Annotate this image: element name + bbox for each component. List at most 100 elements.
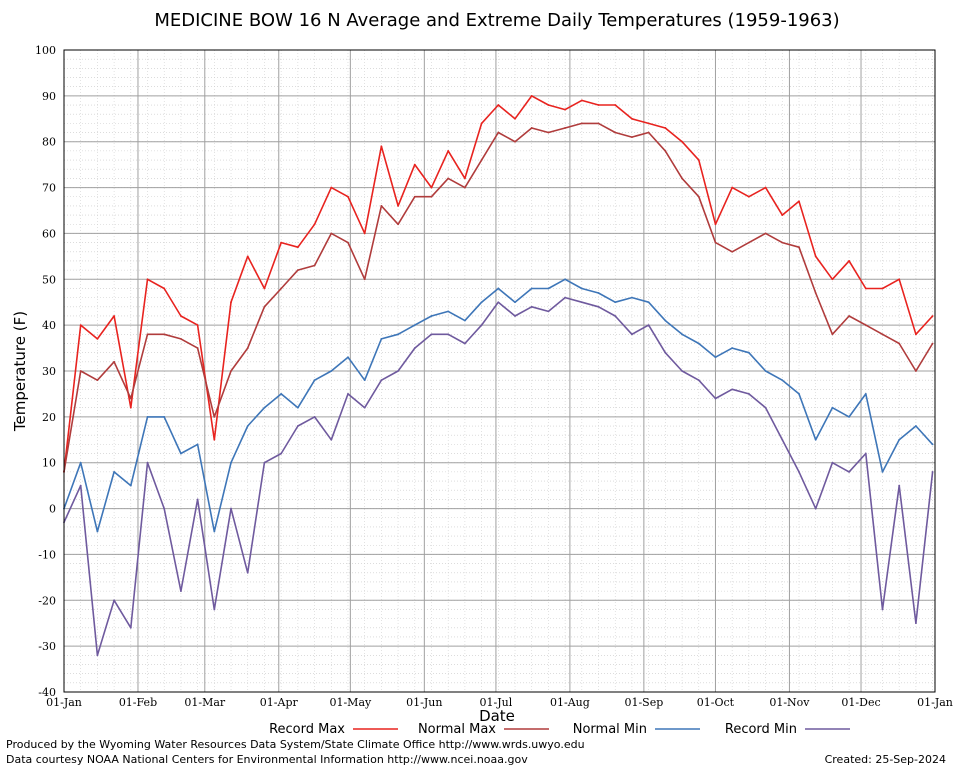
data-point bbox=[647, 324, 650, 327]
data-point bbox=[697, 159, 700, 161]
data-point bbox=[480, 324, 483, 327]
data-point bbox=[146, 461, 149, 464]
data-point bbox=[213, 438, 216, 441]
y-tick-label: 50 bbox=[42, 273, 56, 286]
data-point bbox=[530, 287, 533, 290]
data-point bbox=[497, 301, 500, 304]
data-point bbox=[931, 443, 934, 446]
data-point bbox=[180, 315, 182, 317]
data-point bbox=[413, 324, 416, 327]
data-point bbox=[146, 333, 149, 336]
x-tick-label: 01-Mar bbox=[184, 696, 226, 709]
x-tick-label: 01-Feb bbox=[119, 696, 157, 709]
x-tick-label: 01-May bbox=[329, 696, 372, 709]
data-point bbox=[280, 393, 283, 395]
data-point bbox=[731, 347, 734, 349]
data-point bbox=[747, 195, 750, 198]
data-point bbox=[747, 241, 750, 244]
data-point bbox=[664, 127, 667, 129]
data-point bbox=[447, 149, 450, 152]
data-point bbox=[898, 342, 901, 345]
data-point bbox=[631, 333, 633, 336]
data-point bbox=[397, 333, 399, 336]
data-point bbox=[296, 406, 299, 409]
data-point bbox=[380, 379, 383, 382]
data-point bbox=[463, 186, 466, 189]
data-point bbox=[681, 333, 683, 336]
legend-label: Normal Min bbox=[573, 722, 647, 737]
data-point bbox=[363, 232, 366, 235]
data-point bbox=[480, 301, 483, 304]
y-tick-label: 60 bbox=[42, 227, 56, 240]
y-tick-label: -20 bbox=[38, 594, 56, 607]
data-point bbox=[781, 438, 784, 441]
data-point bbox=[798, 470, 800, 473]
data-point bbox=[931, 315, 934, 317]
data-point bbox=[597, 292, 600, 294]
data-point bbox=[246, 571, 249, 574]
data-point bbox=[664, 351, 667, 354]
data-point bbox=[497, 131, 500, 134]
data-point bbox=[597, 305, 600, 308]
data-point bbox=[614, 301, 617, 304]
y-tick-label: 10 bbox=[42, 457, 56, 470]
data-point bbox=[280, 287, 283, 290]
data-point bbox=[230, 461, 232, 464]
data-point bbox=[113, 470, 116, 473]
data-point bbox=[915, 370, 917, 372]
data-point bbox=[313, 264, 316, 267]
data-point bbox=[881, 608, 884, 611]
data-point bbox=[831, 406, 834, 409]
data-point bbox=[180, 590, 182, 593]
data-point bbox=[814, 255, 817, 258]
data-point bbox=[848, 260, 850, 262]
data-point bbox=[347, 195, 349, 198]
data-point bbox=[597, 122, 600, 125]
data-point bbox=[380, 338, 383, 340]
data-point bbox=[330, 186, 333, 189]
data-point bbox=[196, 443, 199, 446]
data-point bbox=[764, 406, 767, 409]
y-tick-label: 90 bbox=[42, 90, 56, 103]
data-point bbox=[113, 599, 116, 602]
data-point bbox=[547, 104, 550, 106]
data-point bbox=[113, 360, 116, 363]
data-point bbox=[347, 393, 349, 395]
data-point bbox=[347, 241, 349, 244]
y-tick-label: 30 bbox=[42, 365, 56, 378]
data-point bbox=[864, 287, 867, 290]
x-tick-label: 01-Nov bbox=[769, 696, 810, 709]
data-point bbox=[430, 186, 433, 189]
data-point bbox=[397, 205, 399, 207]
data-point bbox=[497, 287, 500, 290]
y-tick-label: 40 bbox=[42, 319, 56, 332]
data-point bbox=[731, 186, 734, 189]
x-tick-label: 01-Jun bbox=[406, 696, 442, 709]
data-point bbox=[146, 415, 149, 418]
data-point bbox=[113, 315, 116, 317]
data-point bbox=[196, 347, 199, 349]
data-point bbox=[447, 333, 450, 336]
data-point bbox=[547, 310, 550, 313]
x-axis-label: Date bbox=[479, 707, 515, 725]
data-point bbox=[330, 438, 333, 441]
data-point bbox=[497, 104, 500, 106]
data-point bbox=[864, 324, 867, 327]
data-point bbox=[530, 305, 533, 308]
data-point bbox=[731, 388, 734, 391]
data-point bbox=[580, 287, 583, 290]
data-point bbox=[213, 415, 216, 418]
data-point bbox=[163, 287, 166, 290]
data-point bbox=[631, 296, 633, 299]
data-point bbox=[96, 338, 99, 340]
data-point bbox=[831, 278, 834, 281]
data-point bbox=[614, 131, 617, 134]
data-point bbox=[580, 99, 583, 102]
data-point bbox=[280, 452, 283, 455]
data-point bbox=[514, 117, 516, 120]
data-point bbox=[180, 338, 182, 340]
data-point bbox=[564, 127, 567, 129]
data-point bbox=[246, 425, 249, 427]
chart-title: MEDICINE BOW 16 N Average and Extreme Da… bbox=[154, 10, 839, 31]
